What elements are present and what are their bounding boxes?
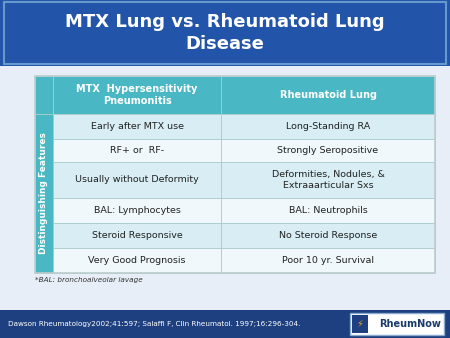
Bar	[350, 313, 444, 335]
Text: Long-Standing RA: Long-Standing RA	[286, 122, 370, 131]
Bar	[221, 139, 435, 162]
Bar	[53, 139, 221, 162]
Bar	[221, 76, 435, 114]
Bar	[53, 198, 221, 223]
Text: Poor 10 yr. Survival: Poor 10 yr. Survival	[282, 256, 374, 265]
Text: Dawson Rheumatology2002;41:597; Salaffi F, Clin Rheumatol. 1997;16:296-304.: Dawson Rheumatology2002;41:597; Salaffi …	[8, 321, 301, 327]
Text: Steroid Responsive: Steroid Responsive	[92, 231, 182, 240]
Bar	[4, 2, 446, 64]
Bar	[0, 310, 450, 338]
Text: Usually without Deformity: Usually without Deformity	[75, 175, 199, 185]
Text: *BAL: bronchoalveolar lavage: *BAL: bronchoalveolar lavage	[35, 277, 143, 283]
Bar	[221, 114, 435, 139]
Text: MTX  Hypersensitivity
Pneumonitis: MTX Hypersensitivity Pneumonitis	[76, 84, 198, 106]
Bar	[53, 162, 221, 198]
Bar	[221, 223, 435, 248]
Text: RF+ or  RF-: RF+ or RF-	[110, 146, 164, 155]
Text: Distinguishing Features: Distinguishing Features	[40, 132, 49, 255]
Text: Rheumatoid Lung: Rheumatoid Lung	[279, 90, 377, 100]
Bar	[35, 76, 53, 114]
Bar	[0, 0, 450, 66]
Text: RheumNow: RheumNow	[379, 319, 441, 329]
Bar	[53, 248, 221, 273]
Text: No Steroid Response: No Steroid Response	[279, 231, 377, 240]
Bar	[53, 223, 221, 248]
Text: BAL: Lymphocytes: BAL: Lymphocytes	[94, 206, 180, 215]
Bar	[221, 162, 435, 198]
Bar	[35, 114, 53, 273]
Bar	[352, 315, 368, 333]
Bar	[53, 114, 221, 139]
Bar	[35, 76, 435, 273]
Bar	[221, 248, 435, 273]
Text: ⚡: ⚡	[356, 319, 364, 329]
Text: Deformities, Nodules, &
Extraaarticular Sxs: Deformities, Nodules, & Extraaarticular …	[272, 170, 384, 190]
Text: Very Good Prognosis: Very Good Prognosis	[88, 256, 186, 265]
Text: Early after MTX use: Early after MTX use	[90, 122, 184, 131]
Bar	[221, 198, 435, 223]
Bar	[53, 76, 221, 114]
Text: BAL: Neutrophils: BAL: Neutrophils	[288, 206, 367, 215]
Text: MTX Lung vs. Rheumatoid Lung
Disease: MTX Lung vs. Rheumatoid Lung Disease	[65, 13, 385, 53]
Text: Strongly Seropositive: Strongly Seropositive	[278, 146, 378, 155]
